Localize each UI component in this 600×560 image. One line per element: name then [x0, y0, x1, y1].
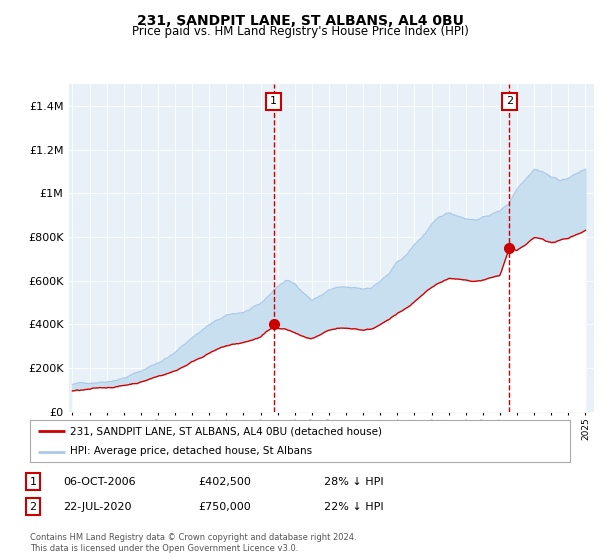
Text: 1: 1 [270, 96, 277, 106]
Text: 2: 2 [29, 502, 37, 512]
Text: 2: 2 [506, 96, 513, 106]
Text: £750,000: £750,000 [198, 502, 251, 512]
Text: 1: 1 [29, 477, 37, 487]
Text: Contains HM Land Registry data © Crown copyright and database right 2024.
This d: Contains HM Land Registry data © Crown c… [30, 533, 356, 553]
Text: 231, SANDPIT LANE, ST ALBANS, AL4 0BU: 231, SANDPIT LANE, ST ALBANS, AL4 0BU [137, 14, 463, 28]
Text: 28% ↓ HPI: 28% ↓ HPI [324, 477, 383, 487]
Text: HPI: Average price, detached house, St Albans: HPI: Average price, detached house, St A… [71, 446, 313, 456]
Text: 22% ↓ HPI: 22% ↓ HPI [324, 502, 383, 512]
Text: 06-OCT-2006: 06-OCT-2006 [63, 477, 136, 487]
Text: 231, SANDPIT LANE, ST ALBANS, AL4 0BU (detached house): 231, SANDPIT LANE, ST ALBANS, AL4 0BU (d… [71, 426, 383, 436]
Text: £402,500: £402,500 [198, 477, 251, 487]
Text: Price paid vs. HM Land Registry's House Price Index (HPI): Price paid vs. HM Land Registry's House … [131, 25, 469, 38]
Text: 22-JUL-2020: 22-JUL-2020 [63, 502, 131, 512]
